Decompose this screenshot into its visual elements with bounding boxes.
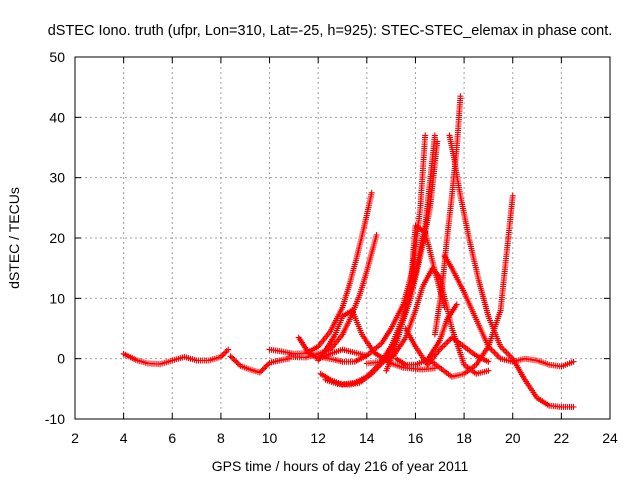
series-7-points [349, 307, 438, 373]
x-tick-label: 2 [71, 430, 79, 446]
y-tick-label: 40 [49, 109, 65, 125]
series-13-points [402, 325, 492, 368]
series-14-points [393, 301, 460, 368]
series-17 [441, 253, 577, 370]
series-2-points [227, 353, 292, 376]
series-3 [266, 189, 375, 357]
x-tick-label: 16 [408, 430, 424, 446]
series-6-points [315, 307, 356, 364]
y-tick-label: 50 [49, 49, 65, 65]
x-tick-label: 10 [262, 430, 278, 446]
series-17-points [441, 253, 577, 370]
chart-title: dSTEC Iono. truth (ufpr, Lon=310, Lat=-2… [48, 23, 613, 39]
x-tick-label: 12 [310, 430, 326, 446]
x-axis-label: GPS time / hours of day 216 of year 2011 [212, 458, 469, 474]
series-6 [315, 307, 356, 364]
series-12 [383, 222, 448, 374]
series-7 [349, 307, 438, 373]
series-12-points [383, 222, 448, 374]
x-tick-label: 20 [505, 430, 521, 446]
x-tick-label: 24 [602, 430, 618, 446]
series-13 [402, 325, 492, 368]
series-1-points [120, 346, 232, 368]
y-tick-label: 0 [57, 351, 65, 367]
series-14 [393, 301, 460, 368]
x-tick-label: 4 [120, 430, 128, 446]
series-1 [120, 346, 232, 368]
y-tick-label: 20 [49, 230, 65, 246]
x-tick-label: 22 [554, 430, 570, 446]
x-tick-label: 8 [217, 430, 225, 446]
data-points [120, 93, 577, 410]
y-tick-label: 10 [49, 290, 65, 306]
series-18-points [431, 93, 464, 338]
series-18 [431, 93, 464, 338]
series-3-points [266, 189, 375, 357]
x-tick-label: 18 [456, 430, 472, 446]
x-tick-label: 14 [359, 430, 375, 446]
y-axis-label: dSTEC / TECUs [6, 187, 22, 289]
series-2 [227, 353, 292, 376]
x-tick-label: 6 [168, 430, 176, 446]
y-tick-label: -10 [45, 411, 65, 427]
axis-ticks [74, 56, 611, 420]
y-tick-label: 30 [49, 170, 65, 186]
